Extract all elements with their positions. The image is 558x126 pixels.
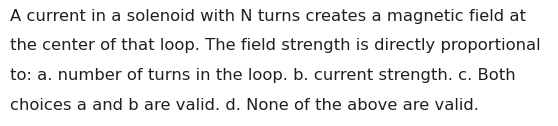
Text: A current in a solenoid with N turns creates a magnetic field at: A current in a solenoid with N turns cre… (10, 9, 526, 24)
Text: the center of that loop. The field strength is directly proportional: the center of that loop. The field stren… (10, 38, 541, 53)
Text: choices a and b are valid. d. None of the above are valid.: choices a and b are valid. d. None of th… (10, 98, 479, 113)
Text: to: a. number of turns in the loop. b. current strength. c. Both: to: a. number of turns in the loop. b. c… (10, 68, 516, 83)
